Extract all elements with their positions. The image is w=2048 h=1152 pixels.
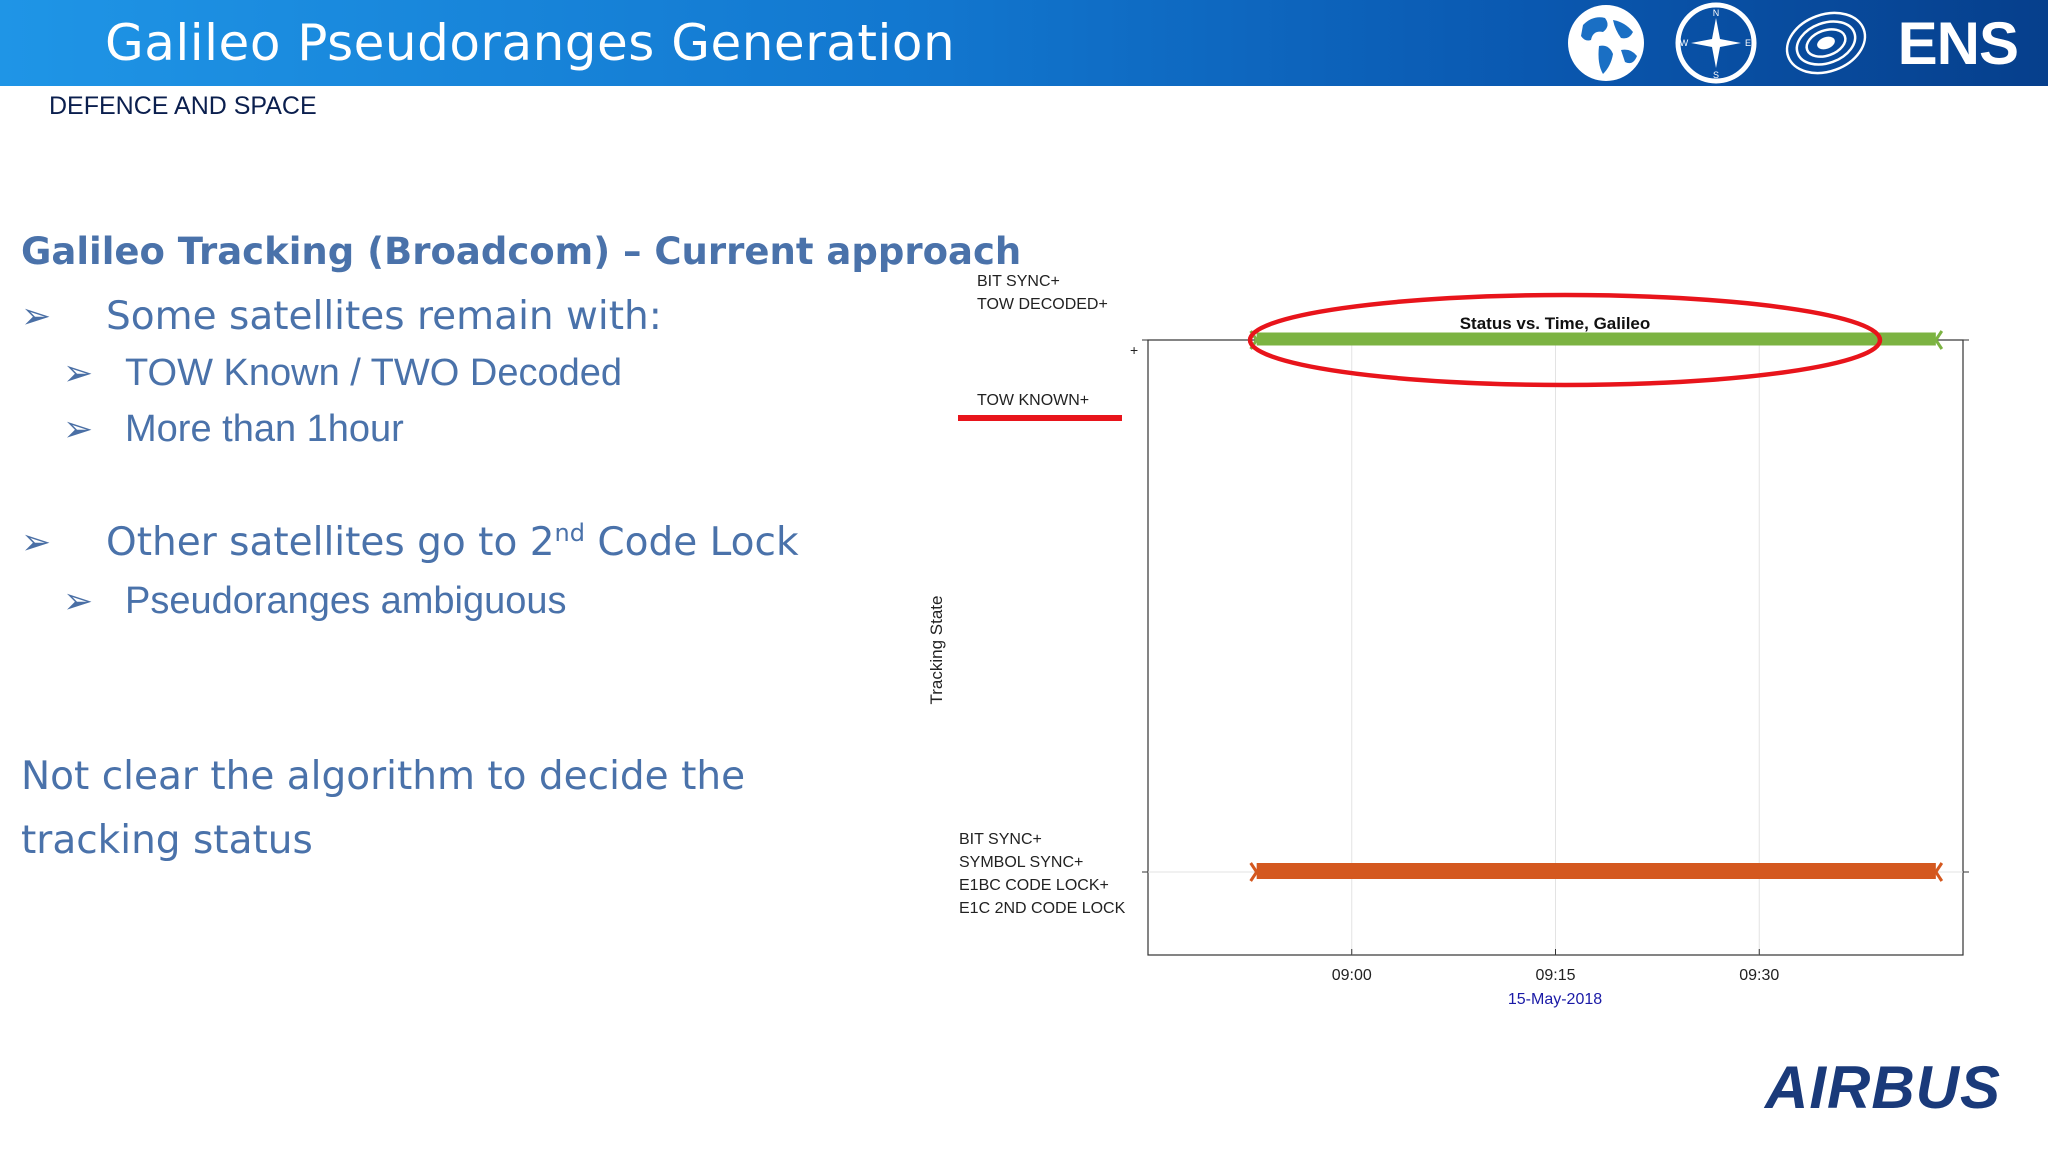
series-bar	[1256, 332, 1936, 346]
y-tick-label-line: TOW DECODED+	[977, 296, 1108, 313]
y-axis-label: Tracking State	[927, 596, 946, 705]
series-bars	[1249, 330, 1944, 882]
bullet-text-part: Code Lock	[584, 520, 799, 565]
y-tick-label-line: E1BC CODE LOCK+	[959, 877, 1109, 894]
bullet-text: Some satellites remain with:	[106, 294, 662, 339]
x-tick-label: 09:30	[1739, 967, 1779, 984]
partner-logos: N S W E ENS	[1560, 0, 2019, 86]
bullet-text: Pseudoranges ambiguous	[125, 580, 567, 622]
airbus-logo: AIRBUS	[1764, 1054, 2001, 1121]
division-label: DEFENCE AND SPACE	[49, 92, 317, 120]
bullet-other-satellites: ➢ Other satellites go to 2nd Code Lock	[21, 520, 799, 565]
chart-title: Status vs. Time, Galileo	[1460, 314, 1651, 333]
arrow-bullet-icon: ➢	[63, 353, 94, 394]
arrow-bullet-icon: ➢	[63, 409, 94, 450]
x-tick-label: 09:15	[1535, 967, 1575, 984]
y-tick-label-line: BIT SYNC+	[977, 273, 1060, 290]
y-tick-label-line: E1C 2ND CODE LOCK	[959, 900, 1126, 917]
y-axis-ticks: BIT SYNC+ TOW DECODED+ + TOW KNOWN+ BIT SYNC…	[959, 273, 1969, 917]
svg-text:N: N	[1712, 8, 1719, 18]
y-tick-label-line: BIT SYNC+	[959, 831, 1042, 848]
x-tick-label: 09:00	[1332, 967, 1372, 984]
bullet-more-than-hour: ➢ More than 1hour	[63, 408, 404, 451]
y-tick-label: TOW KNOWN+	[977, 392, 1089, 409]
highlight-ellipse	[1247, 292, 1883, 388]
bullet-pseudoranges: ➢ Pseudoranges ambiguous	[63, 580, 567, 623]
bullet-text: TOW Known / TWO Decoded	[125, 352, 622, 394]
bullet-text: Other satellites go to 2nd Code Lock	[106, 520, 799, 565]
y-tick-plus: +	[1130, 342, 1138, 358]
arrow-bullet-icon: ➢	[21, 522, 52, 563]
bullet-text-part: Other satellites go to 2	[106, 520, 555, 565]
series-bar-cap	[1934, 330, 1944, 350]
section-heading: Galileo Tracking (Broadcom) – Current ap…	[21, 230, 1022, 273]
gridlines	[1148, 340, 1963, 955]
series-bar	[1256, 863, 1936, 879]
svg-text:W: W	[1679, 38, 1688, 48]
page-title: Galileo Pseudoranges Generation	[105, 14, 956, 72]
galaxy-icon	[1780, 0, 1872, 86]
svg-text:E: E	[1745, 38, 1751, 48]
globe-icon	[1560, 0, 1652, 86]
y-tick-label: BIT SYNC+ SYMBOL SYNC+ E1BC CODE LOCK+ E1C …	[959, 831, 1126, 917]
x-axis-ticks: 09:00 09:15 09:30	[1332, 949, 1779, 984]
series-bar-cap	[1249, 862, 1259, 882]
superscript: nd	[554, 519, 585, 547]
arrow-bullet-icon: ➢	[21, 296, 52, 337]
ens-logo: ENS	[1897, 9, 2019, 77]
bullet-tow-known: ➢ TOW Known / TWO Decoded	[63, 352, 622, 395]
bullet-some-satellites: ➢ Some satellites remain with:	[21, 294, 662, 339]
x-axis-label: 15-May-2018	[1508, 991, 1602, 1008]
series-bar-cap	[1934, 862, 1944, 882]
header-banner: Galileo Pseudoranges Generation N S W E	[0, 0, 2048, 86]
svg-text:S: S	[1713, 70, 1719, 80]
bullet-text: More than 1hour	[125, 408, 404, 450]
arrow-bullet-icon: ➢	[63, 581, 94, 622]
conclusion-text: Not clear the algorithm to decide the tr…	[21, 754, 746, 863]
y-tick-label-line: TOW KNOWN+	[977, 392, 1089, 409]
status-chart: 09:00 09:15 09:30 BIT SYNC+ TOW DECODED+ + TO…	[927, 273, 1969, 1008]
y-tick-label-line: SYMBOL SYNC+	[959, 854, 1083, 871]
compass-icon: N S W E	[1670, 0, 1762, 86]
y-tick-label: BIT SYNC+ TOW DECODED+	[977, 273, 1108, 313]
